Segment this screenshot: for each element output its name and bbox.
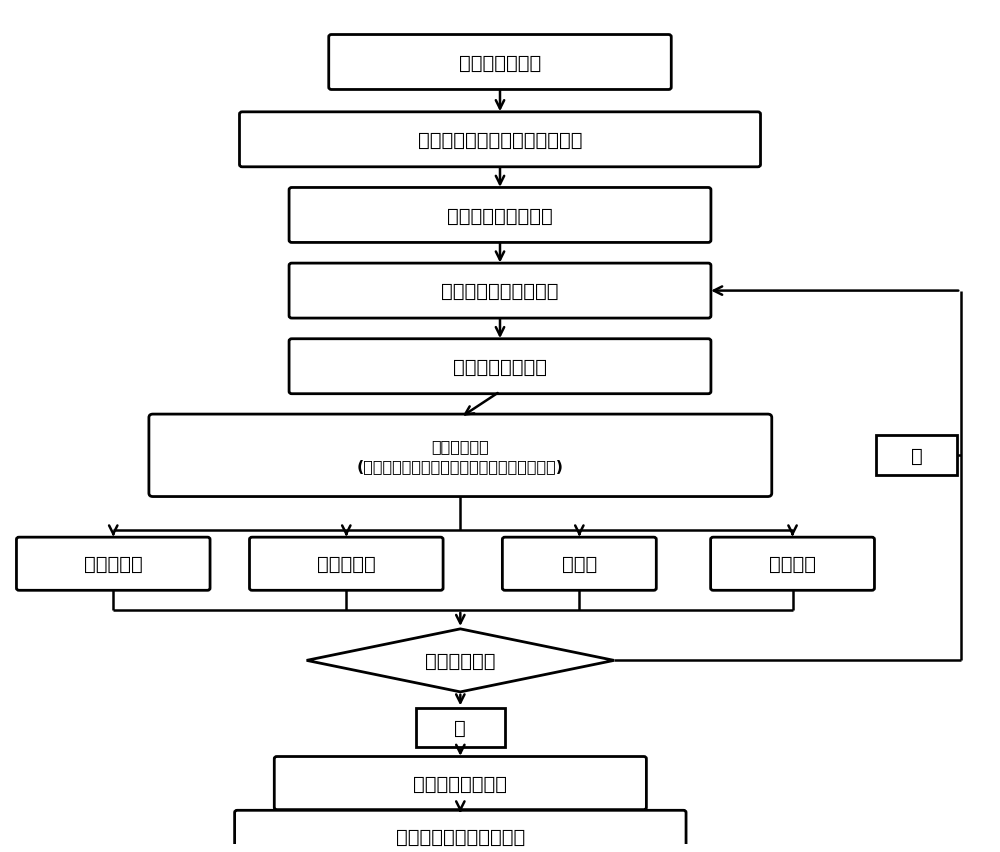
Polygon shape <box>307 629 614 692</box>
Text: 传质阻力: 传质阻力 <box>769 555 816 573</box>
FancyBboxPatch shape <box>249 538 443 590</box>
Text: 实验验证极化曲线及排水: 实验验证极化曲线及排水 <box>396 827 525 846</box>
Bar <box>876 435 957 476</box>
Text: 流体分配仿真设计: 流体分配仿真设计 <box>453 357 547 377</box>
Bar <box>416 709 505 747</box>
FancyBboxPatch shape <box>235 810 686 852</box>
FancyBboxPatch shape <box>711 538 874 590</box>
Text: 满足设计标准: 满足设计标准 <box>425 651 496 670</box>
Text: 流量均一性: 流量均一性 <box>84 555 143 573</box>
FancyBboxPatch shape <box>289 339 711 394</box>
Text: 流道根数及形状设计: 流道根数及形状设计 <box>447 206 553 225</box>
FancyBboxPatch shape <box>289 188 711 243</box>
FancyBboxPatch shape <box>239 112 761 168</box>
Text: 确定凸点分布方案: 确定凸点分布方案 <box>413 774 507 792</box>
Text: 双极板活性区尺寸及长宽比选择: 双极板活性区尺寸及长宽比选择 <box>418 130 582 150</box>
Text: 排水性: 排水性 <box>562 555 597 573</box>
FancyBboxPatch shape <box>274 757 646 809</box>
FancyBboxPatch shape <box>149 415 772 497</box>
FancyBboxPatch shape <box>16 538 210 590</box>
Text: 是: 是 <box>454 718 466 737</box>
Text: 双极板性能需求: 双极板性能需求 <box>459 54 541 72</box>
FancyBboxPatch shape <box>502 538 656 590</box>
Text: 流速均一性: 流速均一性 <box>317 555 376 573</box>
Text: 否: 否 <box>911 446 922 465</box>
FancyBboxPatch shape <box>289 264 711 319</box>
Text: 选择相应凸点分布函数: 选择相应凸点分布函数 <box>441 282 559 301</box>
Text: 选择评估标准
(以下要求全都满足或满足其中重点一项或几项): 选择评估标准 (以下要求全都满足或满足其中重点一项或几项) <box>357 439 564 473</box>
FancyBboxPatch shape <box>329 36 671 90</box>
